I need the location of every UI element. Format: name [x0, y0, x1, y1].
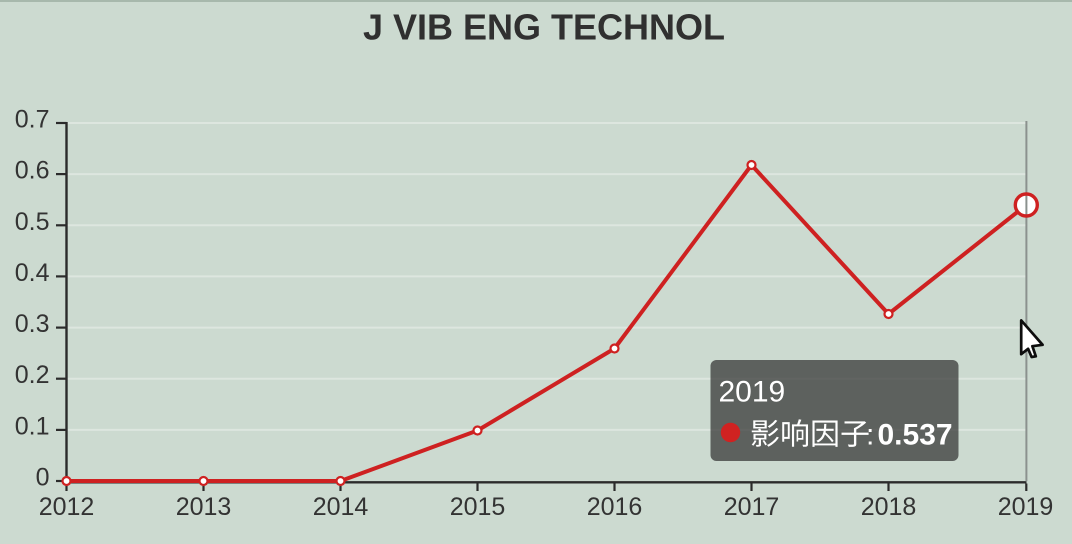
svg-text:0.7: 0.7 — [15, 106, 50, 134]
svg-text:2013: 2013 — [176, 493, 232, 521]
svg-text:2012: 2012 — [39, 493, 95, 521]
svg-text:0.3: 0.3 — [15, 310, 50, 338]
svg-text:0.1: 0.1 — [15, 412, 50, 440]
svg-text:0.6: 0.6 — [15, 157, 50, 185]
svg-text::: : — [866, 419, 874, 452]
svg-text:0.2: 0.2 — [15, 361, 50, 389]
svg-text:2019: 2019 — [719, 376, 786, 409]
svg-text:0: 0 — [36, 464, 50, 492]
svg-text:0.537: 0.537 — [878, 419, 953, 452]
svg-text:J VIB ENG TECHNOL: J VIB ENG TECHNOL — [363, 7, 725, 48]
svg-text:0.5: 0.5 — [15, 208, 50, 236]
svg-text:2017: 2017 — [724, 493, 780, 521]
svg-text:2019: 2019 — [998, 493, 1054, 521]
svg-text:2018: 2018 — [861, 493, 917, 521]
svg-text:2014: 2014 — [313, 493, 369, 521]
svg-text:0.4: 0.4 — [15, 259, 50, 287]
svg-text:2015: 2015 — [450, 493, 506, 521]
svg-text:2016: 2016 — [587, 493, 643, 521]
